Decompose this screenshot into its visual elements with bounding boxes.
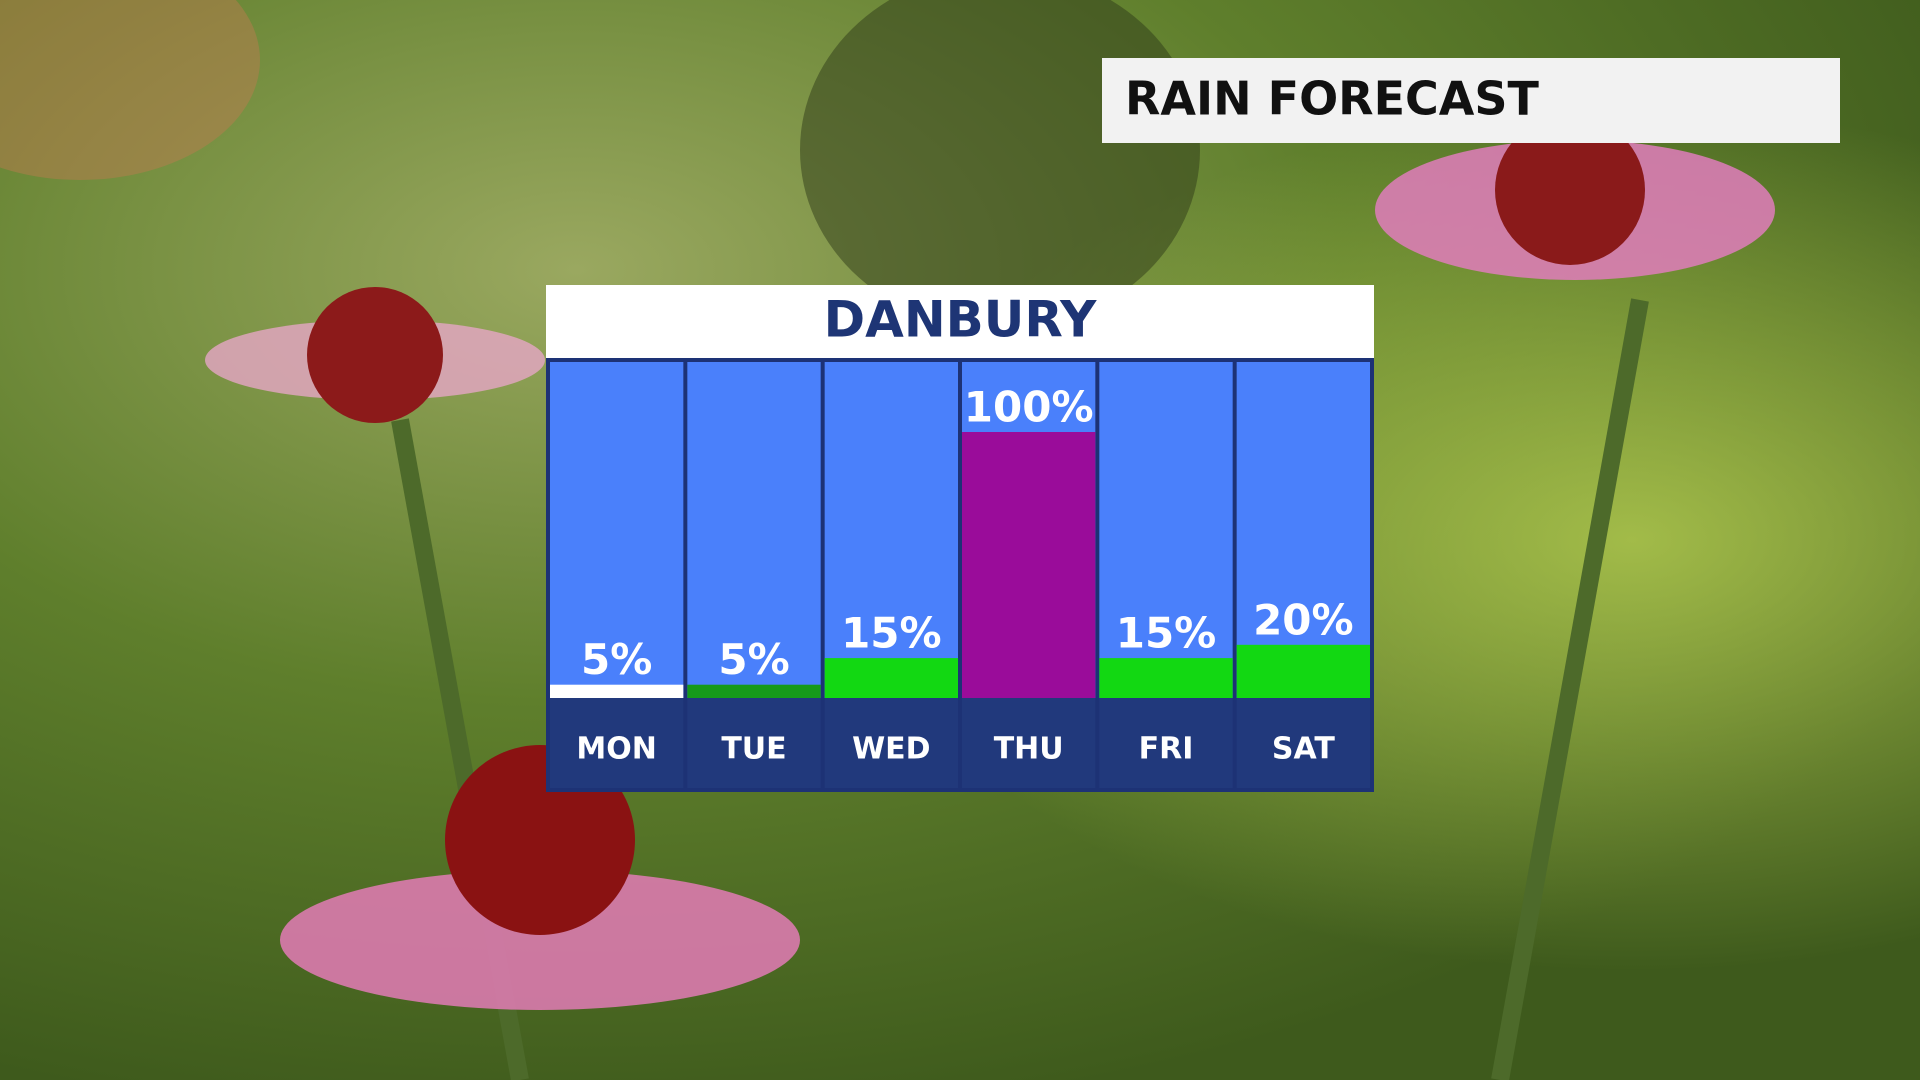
bar	[550, 684, 684, 698]
column	[824, 362, 958, 698]
x-tick-label: SAT	[1272, 732, 1335, 767]
value-label: 5%	[718, 635, 789, 684]
day-box	[824, 698, 958, 788]
x-tick-label: THU	[994, 732, 1064, 767]
day-box	[962, 698, 1096, 788]
chart-subtitle: DANBURY	[824, 291, 1098, 349]
value-label: 15%	[841, 609, 942, 658]
value-label: 100%	[964, 383, 1094, 432]
title-box	[1102, 58, 1840, 143]
column	[550, 362, 684, 698]
bar	[1236, 644, 1370, 698]
day-box	[687, 698, 821, 788]
x-tick-label: MON	[576, 732, 656, 767]
bar	[824, 658, 958, 698]
bar	[687, 684, 821, 698]
x-tick-label: WED	[852, 732, 931, 767]
column	[687, 362, 821, 698]
flower	[280, 745, 800, 1010]
column	[1099, 362, 1233, 698]
day-box	[550, 698, 684, 788]
column	[1236, 362, 1370, 698]
x-tick-label: TUE	[721, 732, 786, 767]
day-box	[1099, 698, 1233, 788]
day-box	[1236, 698, 1370, 788]
subtitle-box	[546, 285, 1374, 358]
x-tick-label: FRI	[1139, 732, 1194, 767]
bar	[1099, 658, 1233, 698]
value-label: 5%	[581, 635, 652, 684]
bar	[962, 432, 1096, 698]
flower	[1375, 115, 1775, 1080]
chart-title: RAIN FORECAST	[1125, 72, 1540, 126]
value-label: 20%	[1253, 595, 1354, 644]
value-label: 15%	[1116, 609, 1217, 658]
panel	[546, 358, 1374, 792]
